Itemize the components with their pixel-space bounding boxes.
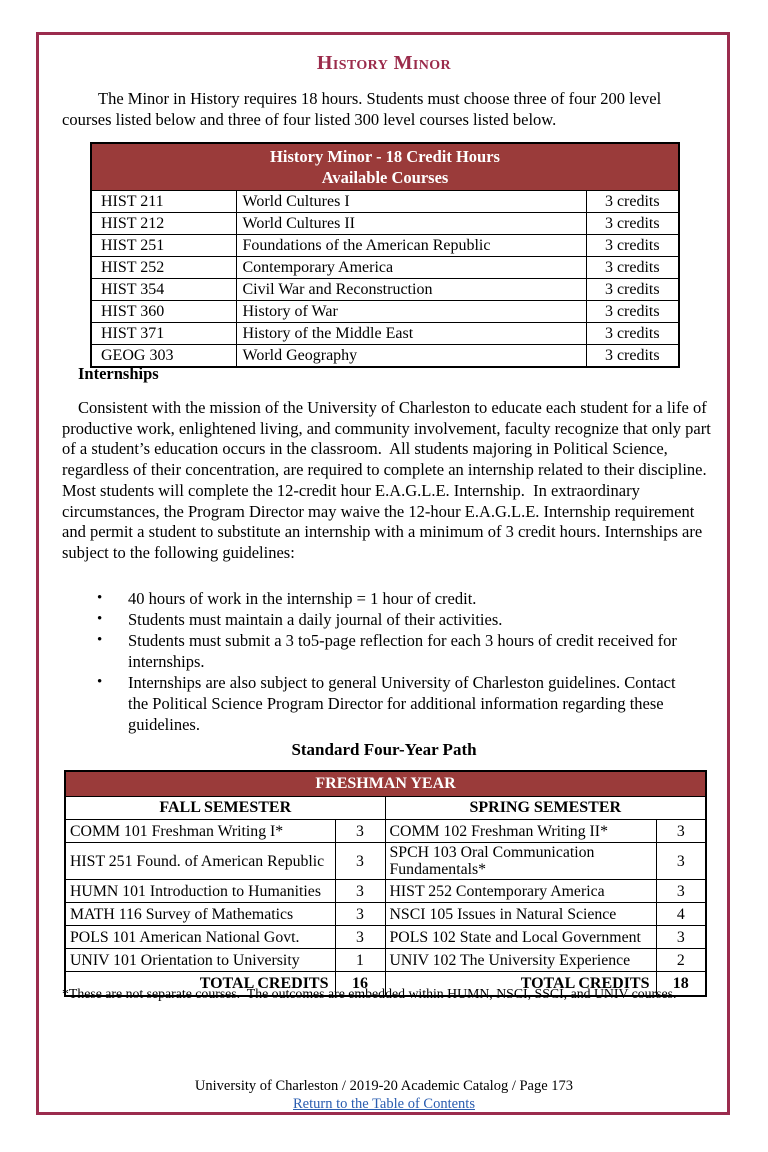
- table-row: HIST 252 Contemporary America 3 credits: [90, 256, 680, 279]
- course-code-cell: HIST 360: [90, 300, 237, 323]
- table-row: HUMN 101 Introduction to Humanities 3 HI…: [64, 879, 707, 903]
- table-row: HIST 371 History of the Middle East 3 cr…: [90, 322, 680, 345]
- course-title-cell: World Geography: [235, 344, 587, 368]
- fall-credits-cell: 3: [334, 842, 386, 880]
- table-row: HIST 354 Civil War and Reconstruction 3 …: [90, 278, 680, 301]
- table-row: HIST 251 Foundations of the American Rep…: [90, 234, 680, 257]
- course-table-header: History Minor - 18 Credit Hours Availabl…: [90, 142, 680, 191]
- spring-credits-cell: 2: [655, 948, 707, 972]
- intro-paragraph: The Minor in History requires 18 hours. …: [62, 89, 666, 129]
- course-title-cell: Foundations of the American Republic: [235, 234, 587, 257]
- spring-credits-cell: 3: [655, 879, 707, 903]
- spring-course-cell: UNIV 102 The University Experience: [384, 948, 657, 972]
- fall-course-cell: HUMN 101 Introduction to Humanities: [64, 879, 336, 903]
- course-credits-cell: 3 credits: [585, 234, 680, 257]
- course-title-cell: Contemporary America: [235, 256, 587, 279]
- list-item: • Students must maintain a daily journal…: [95, 609, 695, 630]
- table-row: COMM 101 Freshman Writing I* 3 COMM 102 …: [64, 819, 707, 843]
- semester-header-row: FALL SEMESTER SPRING SEMESTER: [64, 796, 707, 820]
- course-title-cell: History of the Middle East: [235, 322, 587, 345]
- spring-total-credits-label: TOTAL CREDITS: [384, 971, 657, 997]
- fall-total-credits-label: TOTAL CREDITS: [64, 971, 336, 997]
- course-code-cell: GEOG 303: [90, 344, 237, 368]
- fall-credits-cell: 3: [334, 925, 386, 949]
- fall-credits-cell: 1: [334, 948, 386, 972]
- fall-course-cell: HIST 251 Found. of American Republic: [64, 842, 336, 880]
- table-row: GEOG 303 World Geography 3 credits: [90, 344, 680, 368]
- spring-total-credits-value: 18: [655, 971, 707, 997]
- table-row: POLS 101 American National Govt. 3 POLS …: [64, 925, 707, 949]
- bullet-icon: •: [97, 632, 103, 648]
- bullet-icon: •: [97, 611, 103, 627]
- internships-heading: Internships: [78, 364, 159, 383]
- course-table-header-line2: Available Courses: [321, 168, 449, 187]
- totals-row: TOTAL CREDITS 16 TOTAL CREDITS 18: [64, 971, 707, 997]
- course-credits-cell: 3 credits: [585, 256, 680, 279]
- internships-paragraph: Consistent with the mission of the Unive…: [62, 398, 715, 562]
- spring-course-cell: COMM 102 Freshman Writing II*: [384, 819, 657, 843]
- course-credits-cell: 3 credits: [585, 322, 680, 345]
- fall-course-cell: COMM 101 Freshman Writing I*: [64, 819, 336, 843]
- course-code-cell: HIST 252: [90, 256, 237, 279]
- fall-credits-cell: 3: [334, 819, 386, 843]
- spring-semester-header: SPRING SEMESTER: [384, 796, 707, 820]
- toc-link[interactable]: Return to the Table of Contents: [293, 1096, 475, 1112]
- fall-credits-cell: 3: [334, 902, 386, 926]
- course-title-cell: World Cultures I: [235, 190, 587, 213]
- guideline-text: Students must maintain a daily journal o…: [128, 610, 503, 629]
- guideline-text: Internships are also subject to general …: [128, 673, 676, 734]
- list-item: • Internships are also subject to genera…: [95, 672, 688, 735]
- spring-course-cell: SPCH 103 Oral Communication Fundamentals…: [384, 842, 657, 880]
- year-header: FRESHMAN YEAR: [64, 770, 707, 797]
- fall-course-cell: UNIV 101 Orientation to University: [64, 948, 336, 972]
- list-item: • 40 hours of work in the internship = 1…: [95, 588, 695, 609]
- guideline-text: Students must submit a 3 to5-page reflec…: [128, 631, 677, 671]
- spring-credits-cell: 4: [655, 902, 707, 926]
- bullet-icon: •: [97, 674, 103, 690]
- table-footnote: *These are not separate courses. The out…: [62, 986, 677, 1001]
- footer-link-row: Return to the Table of Contents: [0, 1096, 768, 1113]
- fall-course-cell: MATH 116 Survey of Mathematics: [64, 902, 336, 926]
- bullet-icon: •: [97, 590, 103, 606]
- course-table-header-line1: History Minor - 18 Credit Hours: [270, 147, 500, 166]
- course-title-cell: World Cultures II: [235, 212, 587, 235]
- table-row: MATH 116 Survey of Mathematics 3 NSCI 10…: [64, 902, 707, 926]
- fall-course-cell: POLS 101 American National Govt.: [64, 925, 336, 949]
- four-year-path-heading: Standard Four-Year Path: [291, 740, 477, 759]
- guidelines-list: • 40 hours of work in the internship = 1…: [95, 588, 695, 735]
- fall-credits-cell: 3: [334, 879, 386, 903]
- course-table-header-row: History Minor - 18 Credit Hours Availabl…: [90, 142, 680, 191]
- table-row: HIST 212 World Cultures II 3 credits: [90, 212, 680, 235]
- spring-course-cell: POLS 102 State and Local Government: [384, 925, 657, 949]
- course-credits-cell: 3 credits: [585, 300, 680, 323]
- spring-credits-cell: 3: [655, 842, 707, 880]
- course-title-cell: Civil War and Reconstruction: [235, 278, 587, 301]
- guideline-text: 40 hours of work in the internship = 1 h…: [128, 589, 477, 608]
- fall-semester-header: FALL SEMESTER: [64, 796, 386, 820]
- page-title: History Minor: [316, 52, 452, 74]
- course-table: History Minor - 18 Credit Hours Availabl…: [90, 142, 681, 368]
- list-item: • Students must submit a 3 to5-page refl…: [95, 630, 698, 672]
- course-code-cell: HIST 251: [90, 234, 237, 257]
- table-row: UNIV 101 Orientation to University 1 UNI…: [64, 948, 707, 972]
- course-credits-cell: 3 credits: [585, 278, 680, 301]
- course-code-cell: HIST 354: [90, 278, 237, 301]
- year-header-row: FRESHMAN YEAR: [64, 770, 707, 797]
- course-credits-cell: 3 credits: [585, 212, 680, 235]
- freshman-year-table: FRESHMAN YEAR FALL SEMESTER SPRING SEMES…: [64, 770, 708, 997]
- course-code-cell: HIST 211: [90, 190, 237, 213]
- table-row: HIST 360 History of War 3 credits: [90, 300, 680, 323]
- spring-course-cell: NSCI 105 Issues in Natural Science: [384, 902, 657, 926]
- course-code-cell: HIST 212: [90, 212, 237, 235]
- spring-course-cell: HIST 252 Contemporary America: [384, 879, 657, 903]
- course-code-cell: HIST 371: [90, 322, 237, 345]
- spring-credits-cell: 3: [655, 925, 707, 949]
- course-title-cell: History of War: [235, 300, 587, 323]
- course-credits-cell: 3 credits: [585, 344, 680, 368]
- footer-catalog-line: University of Charleston / 2019-20 Acade…: [194, 1078, 574, 1094]
- table-row: HIST 251 Found. of American Republic 3 S…: [64, 842, 707, 880]
- spring-credits-cell: 3: [655, 819, 707, 843]
- table-row: HIST 211 World Cultures I 3 credits: [90, 190, 680, 213]
- course-credits-cell: 3 credits: [585, 190, 680, 213]
